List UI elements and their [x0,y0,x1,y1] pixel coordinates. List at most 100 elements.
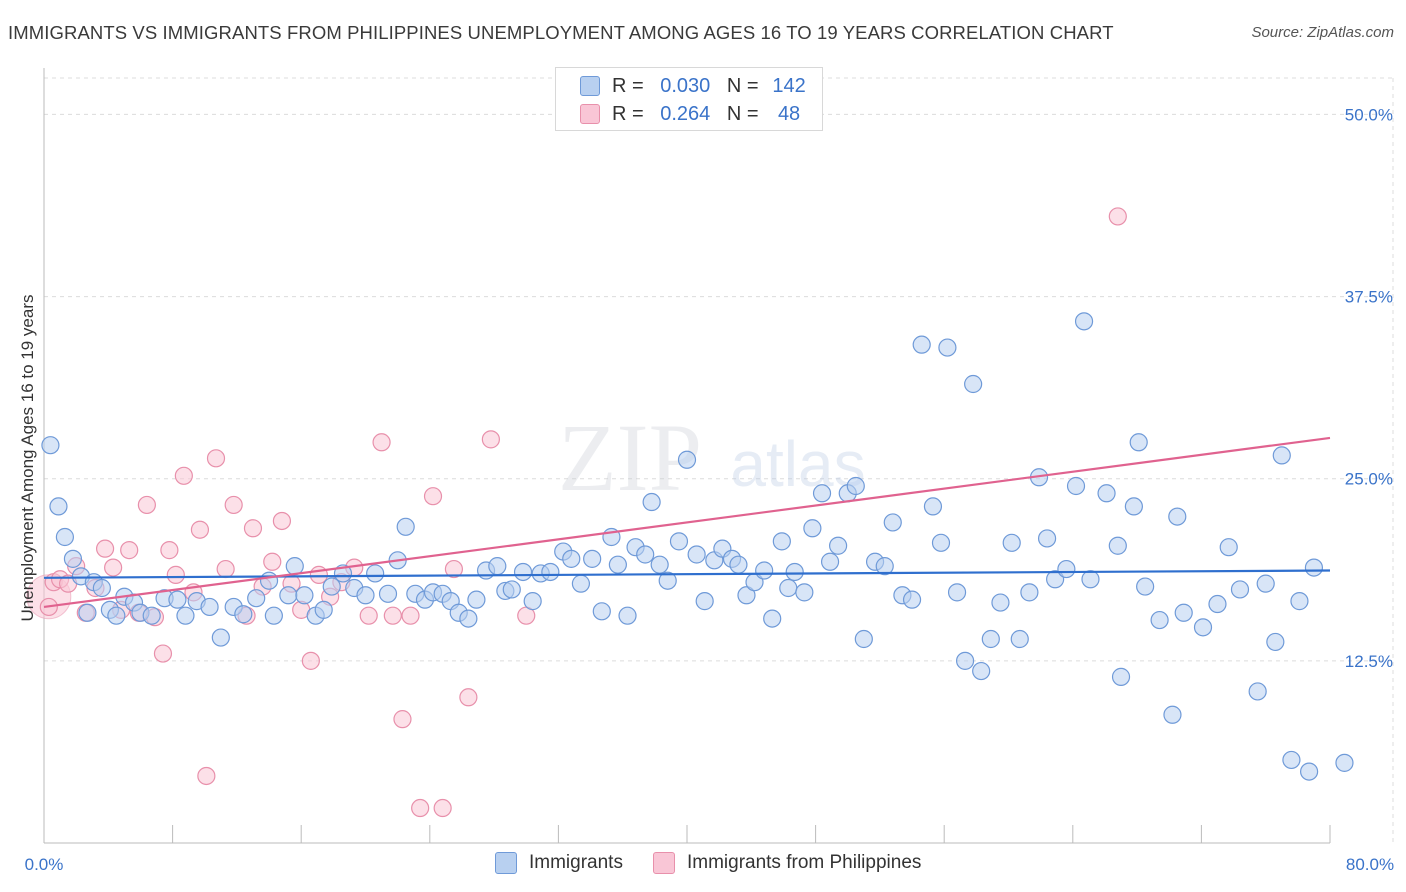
immigrants-point [1256,574,1275,593]
immigrants-point [1097,484,1116,503]
legend-r-value: 0.030 [660,74,711,97]
philippines-point [166,565,185,584]
philippines-point [401,606,420,625]
philippines-point [263,552,282,571]
immigrants-point [1163,705,1182,724]
immigrants-point [63,549,83,568]
series-legend: Immigrants Immigrants from Philippines [495,852,951,874]
immigrants-point [378,584,398,603]
immigrants-point [1174,603,1193,622]
y-tick-label: 37.5% [1345,288,1393,307]
immigrants-point [1081,570,1100,589]
philippines-point [160,541,179,560]
philippines-point [383,606,402,625]
y-tick-label: 50.0% [1345,105,1393,124]
immigrants-point [467,590,486,609]
philippines-point [393,710,412,729]
immigrants-point [107,606,126,625]
immigrants-point [279,586,298,605]
immigrants-point [829,536,848,555]
immigrants-point [55,527,74,547]
immigrants-point [1010,629,1029,649]
legend-item-philippines[interactable]: Immigrants from Philippines [652,852,921,874]
y-tick-label: 12.5% [1345,652,1393,671]
philippines-point [137,495,156,515]
immigrants-point [1074,312,1094,331]
immigrants-point [200,597,219,617]
immigrants-point [1230,580,1250,599]
immigrants-point [259,571,279,590]
immigrants-point [488,557,507,576]
immigrants-point [264,606,283,625]
philippines-point [104,558,123,577]
immigrants-point [846,476,865,496]
immigrants-point [1304,558,1324,577]
immigrants-point [785,562,804,582]
immigrants-point [1219,538,1238,557]
immigrants-point [314,600,333,619]
grid-lines [44,77,1394,843]
immigrants-point [854,629,873,649]
immigrants-point [583,549,602,568]
immigrants-point [883,513,902,532]
immigrants-point [931,533,951,552]
legend-r-value: 0.264 [660,102,711,125]
immigrants-point [642,492,661,512]
immigrants-point [812,484,832,503]
immigrants-point [1272,446,1291,465]
immigrants-point [1129,433,1148,452]
immigrants-point [1208,594,1227,614]
y-axis-label: Unemployment Among Ages 16 to 19 years [18,294,37,622]
immigrants-point [972,661,991,681]
philippines-point [411,798,430,818]
philippines-point [243,519,263,538]
immigrants-point [592,602,611,621]
immigrants-point [729,555,748,574]
immigrants-point [502,580,521,599]
philippines-point [433,798,452,818]
legend-item-immigrants[interactable]: Immigrants [495,852,623,874]
immigrants-point [658,571,677,590]
immigrants-point [142,606,161,625]
immigrants-point [755,561,774,580]
immigrants-trend-line [43,569,1331,579]
immigrants-point [820,552,840,571]
immigrants-point [366,564,385,583]
philippines-point [459,688,478,707]
immigrants-point [541,562,560,582]
philippines-point [206,449,226,468]
philippines-point [190,520,210,539]
immigrants-point [763,609,782,628]
immigrants-point [571,574,591,593]
immigrants-point [562,549,581,568]
immigrants-point [1066,476,1086,496]
immigrants-point [78,603,97,622]
immigrants-point [772,532,791,551]
immigrants-point [1124,497,1143,516]
immigrants-point [1290,592,1309,611]
philippines-point [224,495,243,515]
series-philippines-points [26,207,1127,818]
y-tick-label: 25.0% [1345,470,1393,489]
immigrants-point [923,497,943,516]
immigrants-point [779,578,798,598]
legend-row-immigrants: R = 0.030 N = 142 [580,73,814,99]
immigrants-point [41,436,60,455]
philippines-point [95,539,115,558]
immigrants-point [938,338,957,357]
x-tick-label: 0.0% [25,855,64,874]
immigrants-point [1108,536,1127,555]
immigrants-point [955,651,975,670]
immigrants-point [687,545,706,564]
immigrants-point [1335,753,1354,772]
legend-label-immigrants: Immigrants [529,852,623,873]
immigrants-point [459,609,478,628]
immigrants-point [1037,529,1057,548]
immigrants-point [513,562,533,582]
immigrants-point [875,557,894,576]
axes [43,68,1331,844]
immigrants-point [618,606,637,625]
immigrants-point [356,586,375,605]
immigrants-point [947,583,967,602]
chart-title: IMMIGRANTS VS IMMIGRANTS FROM PHILIPPINE… [8,22,1114,43]
